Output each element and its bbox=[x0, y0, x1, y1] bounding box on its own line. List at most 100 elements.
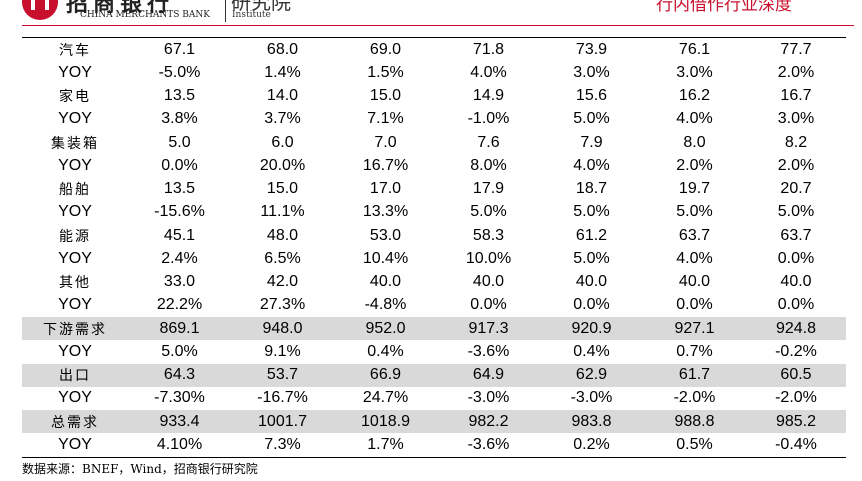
table-row: YOY 5.0% 9.1% 0.4% -3.6% 0.4% 0.7% -0.2% bbox=[22, 340, 846, 363]
table-cell: 8.2 bbox=[784, 133, 808, 151]
table-cell: 16.7% bbox=[362, 156, 409, 174]
table-cell: 68.0 bbox=[231, 37, 334, 62]
demand-table: 汽车 67.1 68.0 69.0 71.8 73.9 76.1 77.7 YOY -5.0% 1.… bbox=[22, 37, 846, 458]
table-cell: -16.7% bbox=[257, 389, 308, 407]
table-cell: 4.0% bbox=[470, 63, 507, 81]
table-cell: 3.7% bbox=[264, 110, 301, 128]
table-cell: 13.3% bbox=[362, 203, 409, 221]
report-tag: 行内借作行业深度 bbox=[656, 0, 792, 15]
table-cell: 45.1 bbox=[163, 226, 196, 244]
table-cell: 61.7 bbox=[643, 363, 746, 387]
table-row: YOY 0.0% 20.0% 16.7% 8.0% 4.0% 2.0% 2.0% bbox=[22, 154, 846, 177]
table-cell: 2.4% bbox=[161, 249, 198, 267]
table-row: 下游需求 869.1 948.0 952.0 917.3 920.9 927.1 924.8 bbox=[22, 317, 846, 341]
table-cell: 53.0 bbox=[369, 226, 402, 244]
table-cell: 0.0% bbox=[676, 296, 713, 314]
bank-name-cn: 招商银行 bbox=[66, 0, 175, 17]
row-label: YOY bbox=[58, 296, 92, 314]
table-cell: 76.1 bbox=[643, 37, 746, 62]
table-cell: 5.0% bbox=[470, 203, 507, 221]
row-label: YOY bbox=[58, 389, 92, 407]
table-cell: 917.3 bbox=[437, 317, 540, 341]
row-label: 汽车 bbox=[22, 37, 128, 62]
table-cell: 5.0% bbox=[676, 203, 713, 221]
table-cell: -4.8% bbox=[364, 296, 407, 314]
table-cell: 4.10% bbox=[128, 433, 231, 458]
table-cell: 20.7 bbox=[780, 180, 812, 198]
table-row: YOY 4.10% 7.3% 1.7% -3.6% 0.2% 0.5% -0.4% bbox=[22, 433, 846, 458]
table-cell: -3.6% bbox=[467, 342, 510, 360]
table-cell: 40.0 bbox=[780, 273, 812, 291]
table-cell: 7.9 bbox=[580, 133, 603, 151]
table-row: YOY -7.30% -16.7% 24.7% -3.0% -3.0% -2.0% -2.0% bbox=[22, 387, 846, 410]
table-cell: 3.8% bbox=[161, 110, 198, 128]
table-cell: 2.0% bbox=[676, 156, 713, 174]
source-note: 数据来源：BNEF，Wind，招商银行研究院 bbox=[22, 462, 258, 476]
table-cell: 5.0% bbox=[573, 249, 610, 267]
table-cell: 0.2% bbox=[540, 433, 643, 458]
table-cell: 3.0% bbox=[676, 63, 713, 81]
bank-logo-icon bbox=[22, 0, 58, 20]
table-cell: 983.8 bbox=[540, 410, 643, 434]
table-cell: 64.9 bbox=[437, 363, 540, 387]
table-cell: 22.2% bbox=[156, 296, 203, 314]
table-cell: 33.0 bbox=[163, 273, 196, 291]
table-cell: 3.0% bbox=[777, 110, 815, 128]
table-cell: 5.0% bbox=[573, 110, 610, 128]
table-cell: 4.0% bbox=[676, 110, 713, 128]
table-cell: 5.0 bbox=[168, 133, 191, 151]
table-cell: 62.9 bbox=[540, 363, 643, 387]
table-cell: 6.0 bbox=[271, 133, 294, 151]
table-cell: 869.1 bbox=[128, 317, 231, 341]
table-cell: 16.7 bbox=[780, 87, 812, 105]
table-cell: 61.2 bbox=[575, 226, 608, 244]
table-cell: 14.0 bbox=[266, 87, 299, 105]
table-cell: 17.9 bbox=[472, 180, 505, 198]
table-cell: 982.2 bbox=[437, 410, 540, 434]
table-cell: 40.0 bbox=[678, 273, 711, 291]
table-cell: 19.7 bbox=[678, 180, 711, 198]
table-cell: 15.0 bbox=[266, 180, 299, 198]
table-cell: 48.0 bbox=[266, 226, 299, 244]
table-cell: 42.0 bbox=[266, 273, 299, 291]
table-row: 能源 45.1 48.0 53.0 58.3 61.2 63.7 63.7 bbox=[22, 224, 846, 247]
table-cell: 4.0% bbox=[676, 249, 713, 267]
table-cell: 15.0 bbox=[369, 87, 402, 105]
table-cell: 5.0% bbox=[573, 203, 610, 221]
table-cell: 17.0 bbox=[369, 180, 402, 198]
table-cell: 8.0% bbox=[470, 156, 507, 174]
table-row: 总需求 933.4 1001.7 1018.9 982.2 983.8 988.8 985.2 bbox=[22, 410, 846, 434]
table-cell: 58.3 bbox=[472, 226, 505, 244]
row-label: 总需求 bbox=[22, 410, 128, 434]
row-label: YOY bbox=[58, 156, 92, 174]
row-label: 出口 bbox=[22, 363, 128, 387]
table-cell: 7.1% bbox=[367, 110, 404, 128]
table-cell: 6.5% bbox=[264, 249, 301, 267]
table-cell: 18.7 bbox=[575, 180, 608, 198]
row-label: YOY bbox=[58, 63, 92, 81]
table-cell: 7.0 bbox=[374, 133, 397, 151]
table-cell: 10.0% bbox=[465, 249, 512, 267]
row-label: YOY bbox=[58, 203, 92, 221]
institute-name-cn: 研究院 bbox=[231, 0, 291, 14]
table-cell: 53.7 bbox=[231, 363, 334, 387]
table-row: YOY -15.6% 11.1% 13.3% 5.0% 5.0% 5.0% 5.0% bbox=[22, 201, 846, 224]
table-cell: -3.6% bbox=[437, 433, 540, 458]
table-cell: 985.2 bbox=[746, 410, 846, 434]
table-cell: 2.0% bbox=[777, 156, 815, 174]
table-cell: -0.2% bbox=[775, 342, 817, 360]
table-cell: 0.4% bbox=[367, 342, 404, 360]
table-cell: 0.0% bbox=[573, 296, 610, 314]
table-cell: 0.5% bbox=[643, 433, 746, 458]
table-cell: -5.0% bbox=[158, 63, 201, 81]
table-cell: 63.7 bbox=[678, 226, 711, 244]
table-row: 其他 33.0 42.0 40.0 40.0 40.0 40.0 40.0 bbox=[22, 271, 846, 294]
table-cell: 77.7 bbox=[746, 37, 846, 62]
row-label: 船舶 bbox=[59, 182, 91, 199]
table-cell: 67.1 bbox=[128, 37, 231, 62]
table-row: 家电 13.5 14.0 15.0 14.9 15.6 16.2 16.7 bbox=[22, 85, 846, 108]
table-cell: 0.0% bbox=[777, 296, 815, 314]
table-cell: 64.3 bbox=[128, 363, 231, 387]
table-cell: 988.8 bbox=[643, 410, 746, 434]
row-label: YOY bbox=[58, 342, 92, 360]
